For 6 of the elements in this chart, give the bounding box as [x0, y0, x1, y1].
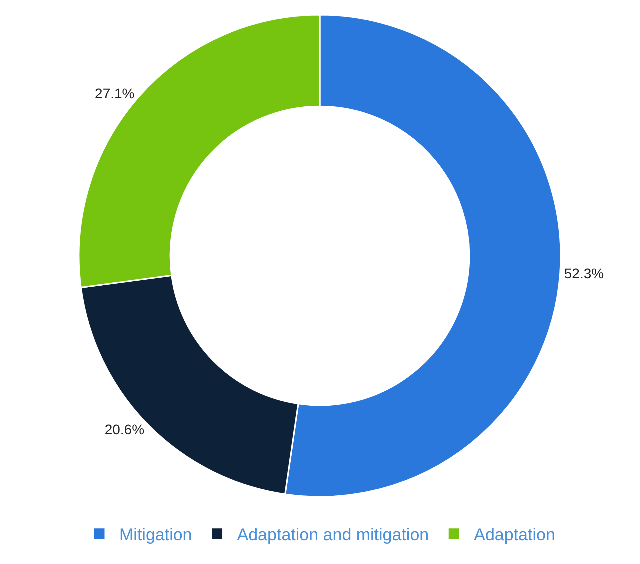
data-label: 20.6%	[104, 421, 145, 438]
data-label: 52.3%	[564, 265, 604, 282]
legend-label: Adaptation and mitigation	[237, 525, 430, 544]
data-label: 27.1%	[95, 86, 135, 102]
legend-label: Adaptation	[474, 525, 556, 544]
legend-label: Mitigation	[120, 525, 192, 544]
